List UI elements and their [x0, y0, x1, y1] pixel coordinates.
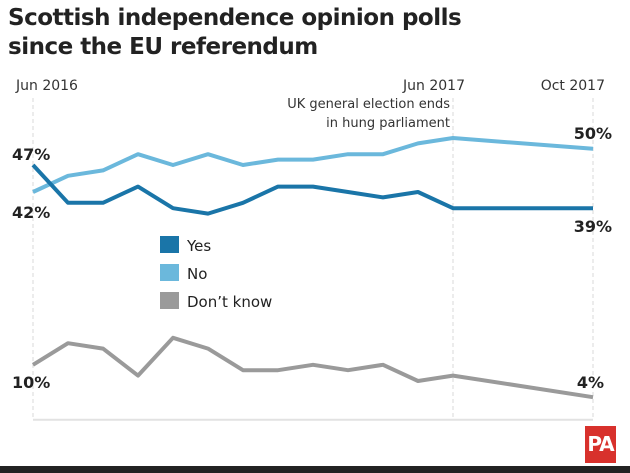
chart-title: Scottish independence opinion polls sinc…: [8, 5, 462, 60]
legend-swatch: [160, 264, 179, 281]
pa-logo: PA: [585, 426, 616, 463]
data-label-no-end: 50%: [574, 124, 612, 143]
annotation-text: UK general election ends: [287, 97, 450, 112]
series-line-yes: [31, 163, 593, 216]
x-tick-label: Jun 2016: [15, 78, 78, 94]
data-label-yes-end: 39%: [574, 217, 612, 236]
legend-label: Don’t know: [187, 293, 272, 311]
data-label-dontknow-start: 10%: [12, 373, 50, 392]
annotation-text: in hung parliament: [326, 116, 450, 131]
data-label-no-start: 42%: [12, 203, 50, 222]
x-tick-label: Oct 2017: [541, 78, 605, 94]
data-label-yes-start: 47%: [12, 145, 50, 164]
legend-swatch: [160, 236, 179, 253]
series-line-don-t-know: [31, 335, 594, 400]
legend-label: Yes: [186, 237, 211, 255]
legend-swatch: [160, 292, 179, 309]
data-label-dontknow-end: 4%: [577, 373, 604, 392]
x-tick-label: Jun 2017: [402, 78, 465, 94]
series-line-no: [32, 136, 594, 194]
legend-label: No: [187, 265, 207, 283]
bottom-rule: [0, 466, 630, 473]
